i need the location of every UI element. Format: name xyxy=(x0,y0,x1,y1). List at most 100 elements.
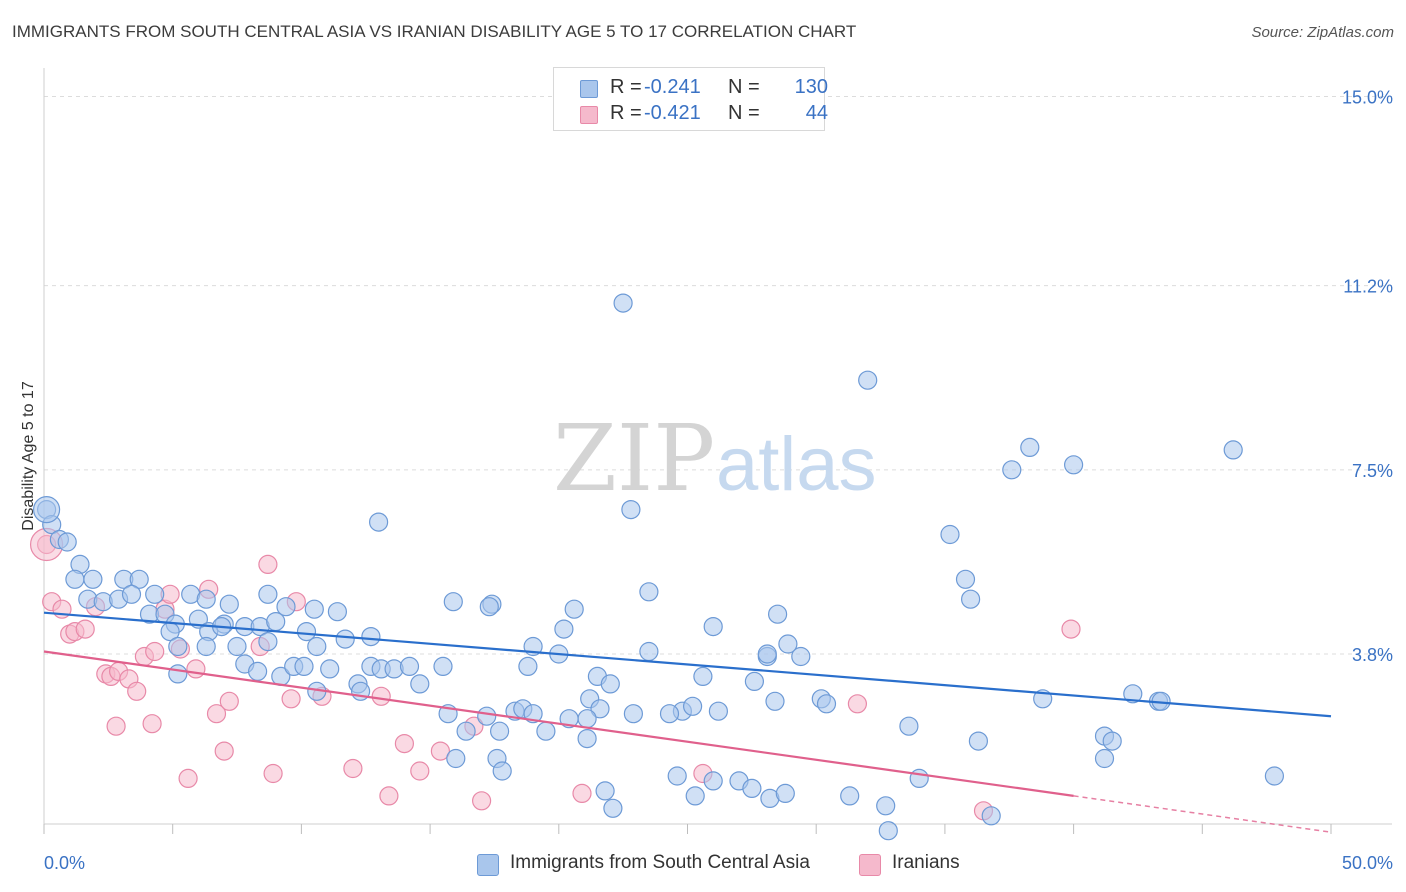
immigrants-point xyxy=(876,796,896,816)
immigrants-point xyxy=(294,656,314,677)
iranians-point xyxy=(186,659,206,679)
immigrants-point xyxy=(320,659,340,679)
iranians-point xyxy=(258,554,278,575)
immigrants-point xyxy=(600,674,620,694)
immigrants-point xyxy=(703,771,723,791)
immigrants-point xyxy=(32,496,61,524)
immigrants-point xyxy=(757,644,777,664)
immigrants-point xyxy=(433,656,453,677)
iranians-point xyxy=(75,619,95,639)
immigrants-point xyxy=(227,636,247,657)
y-tick-label: 7.5% xyxy=(1352,461,1393,481)
immigrants-point xyxy=(554,619,574,639)
immigrants-point xyxy=(443,592,463,612)
immigrants-point xyxy=(791,646,811,667)
immigrants-point xyxy=(742,778,762,799)
immigrants-point xyxy=(744,671,765,692)
x-tick-label: 0.0% xyxy=(44,853,85,873)
iranians-point xyxy=(410,761,430,781)
y-tick-label: 11.2% xyxy=(1343,277,1393,297)
iranians-point xyxy=(106,716,126,736)
iranians-point xyxy=(145,641,165,662)
immigrants-point xyxy=(129,569,149,589)
iranians-point xyxy=(472,791,492,811)
immigrants-point xyxy=(623,704,644,724)
immigrants-point xyxy=(1264,766,1285,786)
immigrants-point xyxy=(778,634,798,654)
immigrants-point xyxy=(639,641,659,662)
immigrants-point xyxy=(446,748,466,769)
immigrants-point xyxy=(590,699,610,719)
immigrants-point xyxy=(248,661,268,682)
immigrants-point xyxy=(196,636,216,657)
immigrants-point xyxy=(168,664,188,684)
y-axis-label: Disability Age 5 to 17 xyxy=(20,381,37,531)
immigrants-point xyxy=(981,806,1001,826)
immigrants-point xyxy=(1094,748,1115,769)
iranians-trend-line xyxy=(43,650,1074,797)
y-tick-label: 15.0% xyxy=(1342,88,1393,108)
gridlines xyxy=(44,96,1392,655)
legend-n-value: 130 xyxy=(794,76,828,98)
legend-swatch-blue xyxy=(580,80,598,98)
immigrants-point xyxy=(685,786,705,806)
chart-title: IMMIGRANTS FROM SOUTH CENTRAL ASIA VS IR… xyxy=(12,22,857,41)
immigrants-point xyxy=(765,691,785,711)
immigrants-point xyxy=(121,584,142,604)
bottom-legend-label: Iranians xyxy=(892,852,960,873)
iranians-point xyxy=(206,704,227,724)
immigrants-point xyxy=(667,766,687,786)
immigrants-point xyxy=(276,597,296,617)
immigrants-point xyxy=(564,599,584,619)
legend-r-label: R = xyxy=(610,76,642,98)
trend-lines xyxy=(43,611,1332,833)
y-tick-label: 3.8% xyxy=(1352,645,1393,665)
iranians-point xyxy=(142,714,162,734)
immigrants-point xyxy=(960,589,981,609)
iranians-point xyxy=(219,691,239,711)
immigrants-point xyxy=(536,721,556,741)
immigrants-point xyxy=(693,666,713,687)
correlation-legend: R = -0.241 N = 130 R = -0.421 N = 44 xyxy=(553,67,828,131)
legend-r-label: R = xyxy=(610,102,642,124)
source-label: Source: ZipAtlas.com xyxy=(1251,24,1394,41)
immigrants-point xyxy=(304,599,324,619)
immigrants-point xyxy=(703,616,723,637)
immigrants-point xyxy=(307,636,327,657)
iranians-point xyxy=(281,689,301,709)
immigrants-point xyxy=(603,798,623,818)
immigrants-point xyxy=(456,721,476,741)
iranians-point xyxy=(178,768,198,789)
immigrants-point xyxy=(858,370,878,390)
legend-r-value: -0.241 xyxy=(644,76,701,98)
x-tick-label: 50.0% xyxy=(1342,853,1393,873)
immigrants-point xyxy=(518,656,538,677)
iranians-point xyxy=(1061,619,1081,639)
watermark-zip: ZIP xyxy=(553,405,715,512)
immigrants-point xyxy=(613,293,633,313)
legend-n-label: N = xyxy=(728,76,760,98)
iranians-point xyxy=(214,741,234,761)
immigrants-point xyxy=(1123,684,1143,704)
immigrants-point xyxy=(196,589,216,609)
bottom-legend-swatch-pink xyxy=(859,854,881,876)
immigrants-point xyxy=(399,656,420,677)
iranians-point xyxy=(379,786,399,806)
legend-swatch-pink xyxy=(580,106,598,124)
immigrants-point xyxy=(1020,437,1040,457)
axes xyxy=(43,68,1392,834)
legend-r-value: -0.421 xyxy=(644,102,701,124)
bottom-legend-label: Immigrants from South Central Asia xyxy=(510,852,810,873)
immigrants-point xyxy=(878,821,898,841)
immigrants-point xyxy=(577,709,597,729)
immigrants-point xyxy=(899,716,919,736)
x-tick-labels: 0.0% 50.0% xyxy=(44,853,1393,873)
legend-n-value: 44 xyxy=(805,102,828,124)
immigrants-point xyxy=(168,636,188,657)
immigrants-point xyxy=(335,629,355,649)
iranians-point xyxy=(371,686,391,706)
immigrants-point xyxy=(659,704,680,724)
immigrants-point xyxy=(955,569,976,589)
immigrants-point xyxy=(840,786,860,806)
immigrants-point xyxy=(1063,455,1084,475)
